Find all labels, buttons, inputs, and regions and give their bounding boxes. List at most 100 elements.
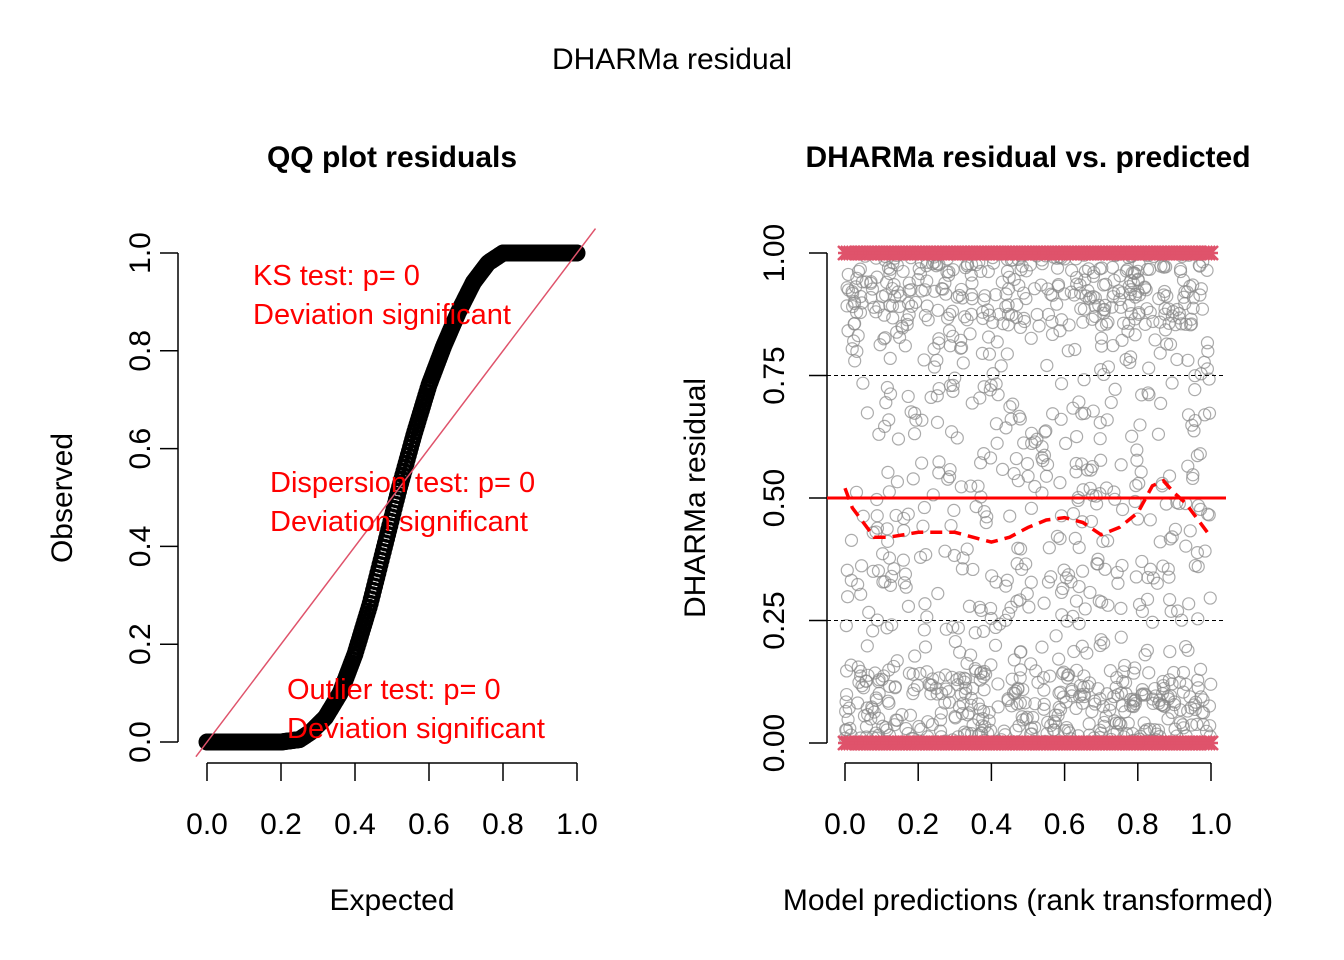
residual-point [901,599,916,613]
qq-axes: 0.0 0.2 0.4 0.6 0.8 1.0 0.0 0.2 0.4 0.6 0.8 1.0 [124,232,598,841]
residual-point [931,586,945,601]
residual-point [1093,692,1107,706]
residual-point [925,672,940,686]
residual-point [1137,716,1151,730]
residual-point [866,624,880,638]
residual-point [1045,314,1059,329]
residual-point [898,339,912,353]
residual-smooth-line [843,478,1213,544]
qq-x-axis-label: Expected [329,884,454,917]
residual-point [1037,702,1051,716]
residual-point [1155,698,1169,712]
residual-point [999,421,1013,435]
residual-point [1129,570,1143,584]
residual-point [1094,318,1109,332]
residual-point [1011,681,1025,695]
residual-point [1001,282,1016,296]
residual-point [1072,579,1086,594]
residual-point [1085,704,1099,719]
residual-point [1191,673,1205,687]
residual-point [946,263,960,277]
residual-point [995,462,1010,476]
residual-point [1035,640,1049,654]
residual-point [1128,290,1142,304]
residual-point [981,330,996,344]
residual-point [1050,261,1065,275]
residual-point [1194,282,1208,296]
residual-axes: 0.00 0.25 0.50 0.75 1.00 0.0 0.2 0.4 0.6 0.8 1.0 [758,224,1232,841]
qq-x-tick-label: 0.2 [260,808,302,841]
residual-point [940,265,954,279]
residual-point [1195,302,1210,316]
residual-point [881,534,895,548]
qq-test-annotation-line: Deviation significant [287,713,545,745]
residual-point [1193,447,1207,461]
residual-point [853,305,868,320]
residual-point [1064,263,1079,278]
qq-plot-title: QQ plot residuals [267,141,517,174]
residual-point [1024,575,1038,589]
residual-point [1069,456,1083,471]
residual-point [909,295,923,309]
residual-point [862,605,876,619]
residual-point [1003,400,1017,414]
residual-point [1142,361,1156,375]
residual-point [1114,630,1128,644]
residual-point [941,311,955,325]
residual-point [1051,277,1066,292]
residual-point [898,567,913,581]
residual-point [1079,289,1093,303]
residual-point [1119,352,1133,367]
residual-point [1127,666,1141,680]
residual-point [990,436,1004,450]
residual-point [840,590,855,604]
residual-point [1114,601,1128,615]
residual-point [860,406,874,420]
residual-point [1037,596,1051,610]
residual-point [841,712,855,727]
residual-point [946,384,960,398]
residual-point [1185,418,1199,432]
residual-point [1128,312,1142,326]
residual-point [1037,683,1051,697]
residual-point [1045,288,1060,302]
residual-point [1106,290,1120,304]
residual-point [1200,263,1214,277]
residual-point [904,405,918,419]
residual-point [1055,667,1070,681]
residual-point [1101,360,1116,374]
qq-y-tick-label: 1.0 [124,232,157,274]
residual-point [989,620,1003,635]
residual-point [1197,355,1211,369]
residual-point [971,697,985,711]
residual-point [930,353,944,367]
residual-point [946,378,960,392]
residual-point [1093,638,1107,653]
residual-point [1191,612,1205,626]
residual-point [866,564,880,578]
residual-point [896,553,910,567]
residual-point [933,713,948,727]
residual-point [1045,327,1060,342]
residual-point [1041,307,1056,322]
residual-point [1156,674,1170,689]
residual-point [959,672,973,686]
residual-point [1024,426,1039,440]
residual-point [1153,535,1167,549]
residual-point [1186,468,1200,482]
residual-point [1030,307,1044,322]
residual-point [1006,397,1020,411]
residual-point [1125,429,1139,443]
residual-point [1042,541,1056,555]
residual-point [1054,377,1069,391]
residual-x-axis-label: Model predictions (rank transformed) [783,884,1273,917]
residual-point [1041,715,1055,729]
residual-point [934,706,948,720]
residual-point [877,308,891,322]
residual-point [960,542,974,556]
residual-point [875,672,889,687]
residual-point [994,359,1008,373]
residual-point [1065,689,1079,703]
residual-point [1037,697,1051,711]
residual-point [944,518,958,533]
